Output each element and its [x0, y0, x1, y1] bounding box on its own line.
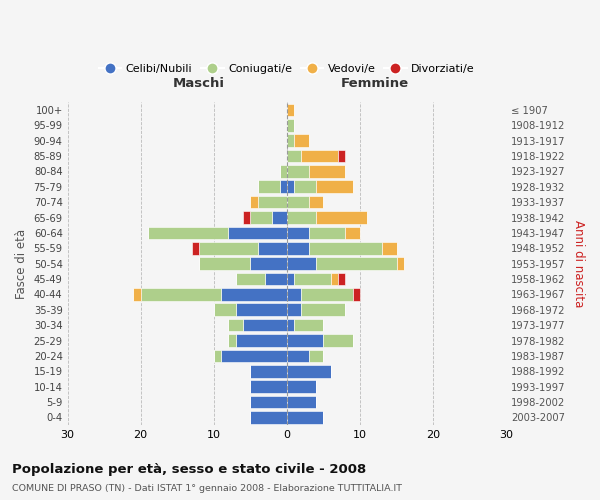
- Text: Maschi: Maschi: [173, 77, 225, 90]
- Bar: [287, 396, 316, 408]
- Bar: [316, 211, 367, 224]
- Bar: [287, 258, 316, 270]
- Bar: [309, 196, 323, 208]
- Bar: [331, 272, 338, 285]
- Bar: [250, 396, 287, 408]
- Bar: [250, 411, 287, 424]
- Bar: [221, 288, 287, 300]
- Bar: [287, 104, 294, 116]
- Bar: [287, 272, 294, 285]
- Bar: [250, 258, 287, 270]
- Bar: [229, 226, 287, 239]
- Bar: [287, 119, 294, 132]
- Bar: [287, 380, 316, 393]
- Bar: [265, 272, 287, 285]
- Bar: [287, 411, 323, 424]
- Bar: [133, 288, 140, 300]
- Bar: [287, 134, 294, 147]
- Bar: [309, 165, 346, 177]
- Bar: [294, 272, 331, 285]
- Bar: [229, 319, 243, 332]
- Bar: [250, 365, 287, 378]
- Bar: [243, 319, 287, 332]
- Bar: [397, 258, 404, 270]
- Bar: [294, 180, 316, 193]
- Bar: [301, 304, 346, 316]
- Bar: [250, 380, 287, 393]
- Bar: [280, 180, 287, 193]
- Text: Popolazione per età, sesso e stato civile - 2008: Popolazione per età, sesso e stato civil…: [12, 462, 366, 475]
- Bar: [287, 350, 309, 362]
- Bar: [287, 211, 316, 224]
- Bar: [257, 196, 287, 208]
- Bar: [338, 272, 346, 285]
- Bar: [287, 196, 309, 208]
- Bar: [287, 165, 309, 177]
- Bar: [229, 334, 236, 347]
- Bar: [294, 319, 323, 332]
- Bar: [309, 226, 346, 239]
- Bar: [287, 226, 309, 239]
- Bar: [250, 196, 257, 208]
- Text: Femmine: Femmine: [341, 77, 409, 90]
- Bar: [316, 258, 397, 270]
- Bar: [272, 211, 287, 224]
- Legend: Celibi/Nubili, Coniugati/e, Vedovi/e, Divorziati/e: Celibi/Nubili, Coniugati/e, Vedovi/e, Di…: [95, 60, 479, 78]
- Y-axis label: Fasce di età: Fasce di età: [15, 228, 28, 298]
- Bar: [346, 226, 360, 239]
- Text: COMUNE DI PRASO (TN) - Dati ISTAT 1° gennaio 2008 - Elaborazione TUTTITALIA.IT: COMUNE DI PRASO (TN) - Dati ISTAT 1° gen…: [12, 484, 402, 493]
- Bar: [294, 134, 309, 147]
- Bar: [236, 304, 287, 316]
- Bar: [287, 180, 294, 193]
- Bar: [287, 334, 323, 347]
- Bar: [309, 350, 323, 362]
- Bar: [236, 272, 265, 285]
- Bar: [214, 350, 221, 362]
- Bar: [192, 242, 199, 254]
- Bar: [323, 334, 353, 347]
- Bar: [148, 226, 229, 239]
- Bar: [250, 211, 272, 224]
- Bar: [287, 304, 301, 316]
- Bar: [316, 180, 353, 193]
- Bar: [140, 288, 221, 300]
- Bar: [338, 150, 346, 162]
- Bar: [236, 334, 287, 347]
- Bar: [287, 319, 294, 332]
- Bar: [221, 350, 287, 362]
- Bar: [214, 304, 236, 316]
- Bar: [382, 242, 397, 254]
- Bar: [257, 180, 280, 193]
- Bar: [287, 365, 331, 378]
- Bar: [287, 288, 301, 300]
- Bar: [243, 211, 250, 224]
- Bar: [287, 242, 309, 254]
- Bar: [280, 165, 287, 177]
- Bar: [301, 150, 338, 162]
- Y-axis label: Anni di nascita: Anni di nascita: [572, 220, 585, 308]
- Bar: [199, 258, 250, 270]
- Bar: [301, 288, 353, 300]
- Bar: [309, 242, 382, 254]
- Bar: [353, 288, 360, 300]
- Bar: [199, 242, 257, 254]
- Bar: [257, 242, 287, 254]
- Bar: [287, 150, 301, 162]
